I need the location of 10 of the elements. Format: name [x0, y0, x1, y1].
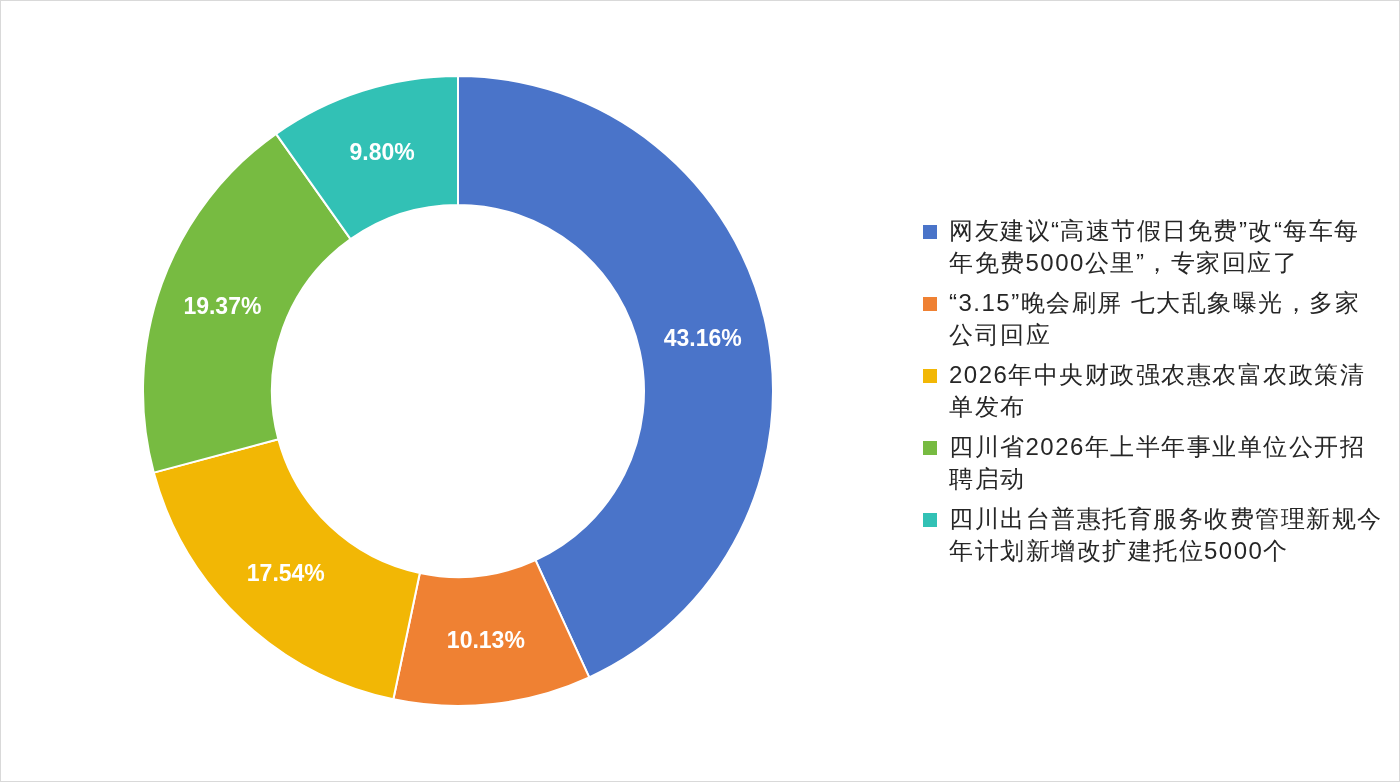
- legend-label: 2026年中央财政强农惠农富农政策清单发布: [949, 360, 1367, 422]
- data-label: 19.37%: [183, 292, 262, 319]
- legend-label: 四川省2026年上半年事业单位公开招聘启动: [949, 432, 1367, 494]
- legend-label: 四川出台普惠托育服务收费管理新规今年计划新增改扩建托位5000个: [949, 504, 1384, 566]
- data-label: 43.16%: [663, 324, 742, 351]
- data-label: 10.13%: [446, 626, 525, 653]
- legend-label: “3.15”晚会刷屏 七大乱象曝光，多家公司回应: [949, 288, 1362, 350]
- data-label: 9.80%: [349, 139, 415, 166]
- legend-label: 网友建议“高速节假日免费”改“每车每年免费5000公里”，专家回应了: [949, 216, 1361, 278]
- data-label: 17.54%: [246, 559, 325, 586]
